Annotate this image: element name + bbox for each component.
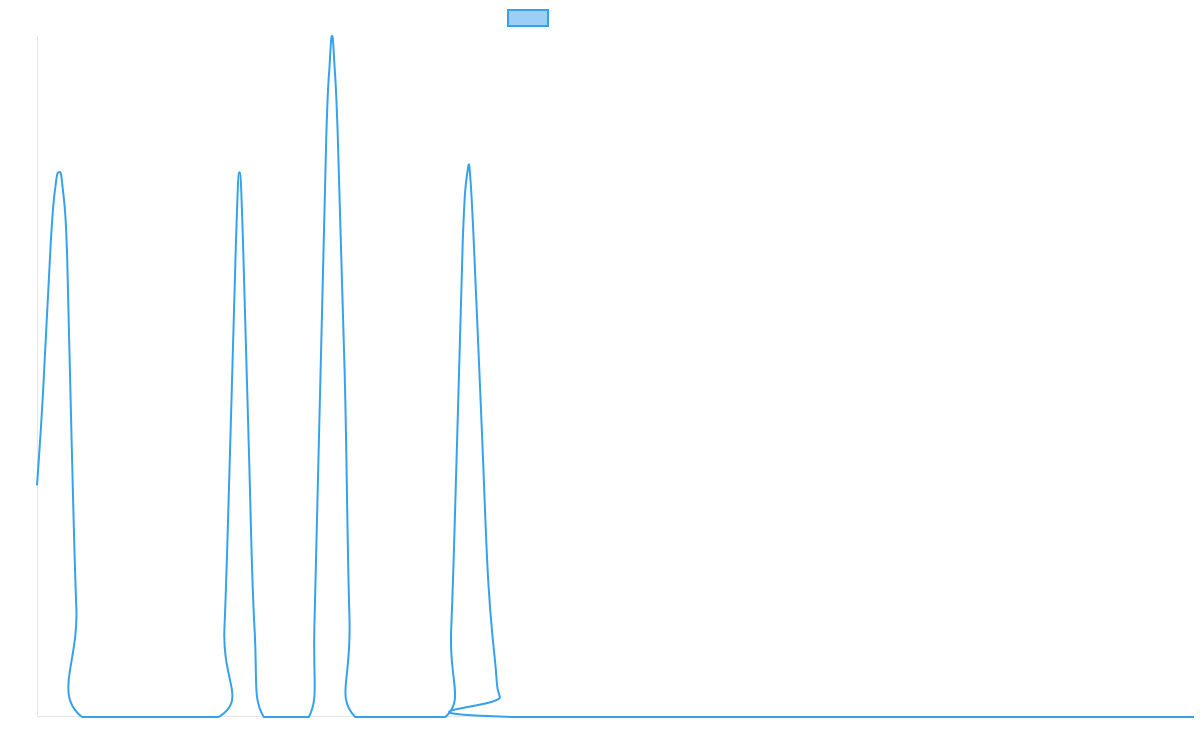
legend-swatch[interactable] xyxy=(507,9,549,27)
series-line xyxy=(36,35,1194,719)
legend[interactable] xyxy=(507,9,549,27)
